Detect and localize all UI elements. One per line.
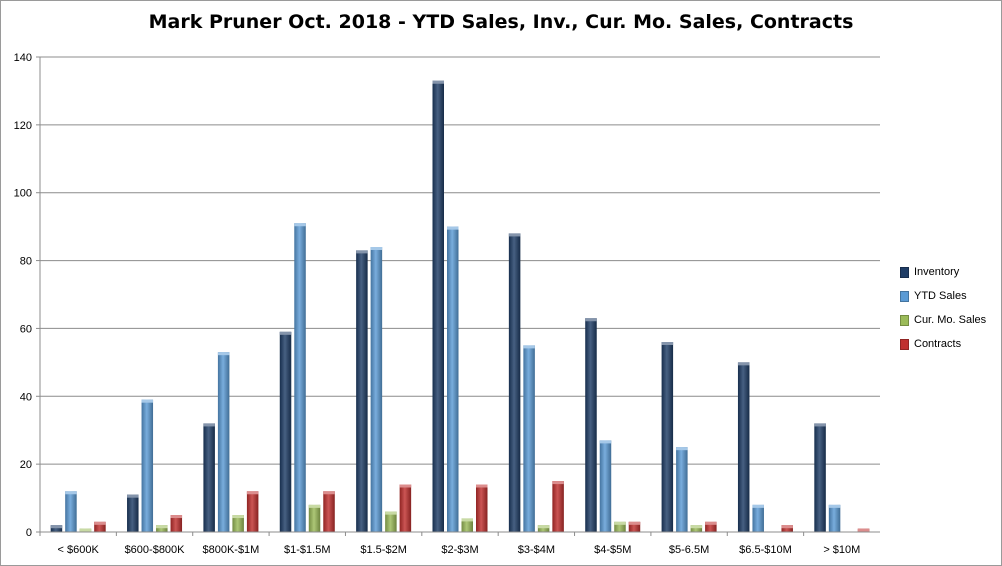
bar-inventory-5-6-5m <box>661 342 674 532</box>
bar-contracts-1-5-2m <box>399 484 412 532</box>
y-tick-label: 80 <box>20 256 32 268</box>
legend-label-contracts: Contracts <box>914 338 962 350</box>
bar-contracts-2-3m <box>476 484 488 532</box>
bar-contracts-3-4m <box>552 481 564 532</box>
bar-contracts-600-800k <box>170 515 183 532</box>
bar-cur-mo-sales-4-5m <box>614 521 626 532</box>
bar-inventory-800k-1m <box>203 423 215 532</box>
y-axis-ticks: 0 20 40 60 80 100 120 140 <box>14 52 40 539</box>
y-tick-label: 20 <box>20 459 32 471</box>
legend-label-ytd-sales: YTD Sales <box>914 290 967 302</box>
bar-inventory-2-3m <box>432 80 444 532</box>
legend-item-ytd-sales: YTD Sales <box>900 284 986 308</box>
bar-cur-mo-sales-3-4m <box>537 525 550 532</box>
bar-ytd-sales-10m <box>828 504 841 532</box>
legend-swatch-inventory <box>900 266 909 278</box>
bar-cur-mo-sales-1-5-2m <box>385 511 397 532</box>
bars <box>50 80 870 532</box>
x-tick-label: $2-$3M <box>441 544 478 556</box>
bar-contracts-1-1-5m <box>323 491 335 532</box>
bar-cur-mo-sales-800k-1m <box>232 515 244 532</box>
bar-ytd-sales-2-3m <box>447 226 459 532</box>
legend-label-cur-mo-sales: Cur. Mo. Sales <box>914 314 987 326</box>
bar-contracts-10m <box>857 528 870 532</box>
x-tick-label: $800K-$1M <box>202 544 259 556</box>
bar-contracts-800k-1m <box>246 491 259 532</box>
x-tick-label: $1-$1.5M <box>284 544 330 556</box>
legend-item-contracts: Contracts <box>900 332 986 356</box>
x-axis-ticks: < $600K $600-$800K $800K-$1M $1-$1.5M $1.5-$… <box>39 532 860 556</box>
x-tick-label: $5-6.5M <box>669 544 709 556</box>
bar-ytd-sales-800k-1m <box>217 352 230 532</box>
bar-ytd-sales-6-5-10m <box>752 504 764 532</box>
x-tick-label: $4-$5M <box>594 544 631 556</box>
bar-ytd-sales-4-5m <box>599 440 612 532</box>
x-tick-label: $3-$4M <box>518 544 555 556</box>
legend-item-inventory: Inventory <box>900 260 986 284</box>
bar-inventory-10m <box>814 423 826 532</box>
bar-cur-mo-sales-2-3m <box>461 518 473 532</box>
bar-contracts-600k <box>94 521 106 532</box>
legend-label-inventory: Inventory <box>914 266 960 278</box>
legend-swatch-cur-mo-sales <box>900 314 909 326</box>
y-tick-label: 120 <box>14 120 32 132</box>
x-tick-label: $600-$800K <box>125 544 186 556</box>
bar-cur-mo-sales-600k <box>79 528 92 532</box>
x-tick-label: $1.5-$2M <box>360 544 406 556</box>
y-tick-label: 60 <box>20 323 32 335</box>
bar-inventory-1-5-2m <box>356 250 368 532</box>
chart-title: Mark Pruner Oct. 2018 - YTD Sales, Inv.,… <box>148 11 854 33</box>
x-tick-label: > $10M <box>823 544 860 556</box>
bar-cur-mo-sales-600-800k <box>156 525 168 532</box>
legend: Inventory YTD Sales Cur. Mo. Sales Contr… <box>900 260 986 356</box>
legend-swatch-ytd-sales <box>900 290 909 302</box>
y-tick-label: 0 <box>26 527 32 539</box>
x-tick-label: < $600K <box>58 544 100 556</box>
bar-ytd-sales-5-6-5m <box>676 447 688 532</box>
x-tick-label: $6.5-$10M <box>739 544 792 556</box>
legend-item-cur-mo-sales: Cur. Mo. Sales <box>900 308 986 332</box>
bar-ytd-sales-3-4m <box>523 345 535 532</box>
bar-ytd-sales-1-5-2m <box>370 247 383 532</box>
bar-contracts-6-5-10m <box>781 525 793 532</box>
bar-ytd-sales-600k <box>65 491 77 532</box>
bar-inventory-3-4m <box>508 233 521 532</box>
bar-cur-mo-sales-5-6-5m <box>690 525 703 532</box>
y-tick-label: 100 <box>14 188 32 200</box>
bar-inventory-600k <box>50 525 63 532</box>
bar-contracts-5-6-5m <box>705 521 717 532</box>
bar-inventory-6-5-10m <box>737 362 750 532</box>
legend-swatch-contracts <box>900 338 909 350</box>
bar-contracts-4-5m <box>628 521 641 532</box>
bar-ytd-sales-600-800k <box>141 399 154 532</box>
gridlines <box>40 56 880 465</box>
y-tick-label: 140 <box>14 52 32 64</box>
bar-ytd-sales-1-1-5m <box>294 223 306 532</box>
bar-cur-mo-sales-1-1-5m <box>308 504 321 532</box>
bar-inventory-1-1-5m <box>279 331 292 532</box>
bar-inventory-600-800k <box>127 494 139 532</box>
y-tick-label: 40 <box>20 391 32 403</box>
bar-inventory-4-5m <box>585 318 597 532</box>
